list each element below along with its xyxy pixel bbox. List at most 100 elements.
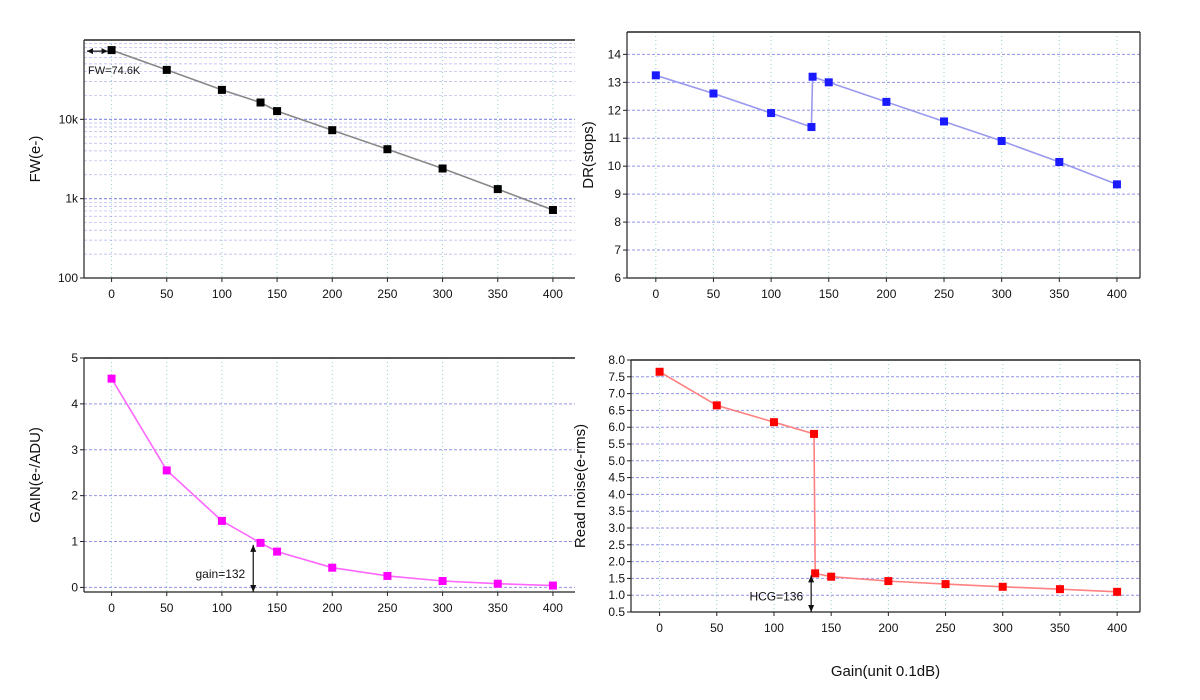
- data-point: [438, 576, 447, 585]
- y-axis-label: GAIN(e-/ADU): [27, 427, 44, 523]
- y-tick-label: 7: [614, 243, 621, 257]
- x-tick-label: 150: [819, 287, 839, 301]
- x-tick-label: 50: [160, 287, 174, 301]
- data-point: [548, 205, 557, 214]
- y-tick-label: 4.5: [608, 471, 625, 485]
- x-tick-label: 0: [652, 287, 659, 301]
- annotation-arrowhead: [808, 575, 815, 583]
- series-line: [111, 49, 554, 211]
- y-tick-label: 1: [71, 535, 78, 549]
- y-tick-label: 6.0: [608, 420, 625, 434]
- y-tick-label: 3: [71, 443, 78, 457]
- data-point: [273, 547, 282, 556]
- y-tick-label: 10: [608, 159, 622, 173]
- x-tick-label: 250: [377, 287, 397, 301]
- y-tick-label: 5.0: [608, 454, 625, 468]
- data-point: [810, 429, 819, 438]
- x-tick-label: 50: [707, 287, 721, 301]
- x-tick-label: 150: [267, 601, 287, 615]
- y-tick-label: 13: [608, 75, 622, 89]
- annotation-arrowhead: [250, 585, 257, 592]
- y-tick-label: 7.0: [608, 387, 625, 401]
- data-point: [328, 563, 337, 572]
- x-tick-label: 350: [488, 287, 508, 301]
- data-point: [493, 579, 502, 588]
- x-tick-label: 200: [322, 287, 342, 301]
- annotation-arrowhead: [101, 48, 108, 55]
- x-tick-label: 250: [377, 601, 397, 615]
- data-point: [940, 117, 949, 126]
- y-tick-label: 5: [71, 351, 78, 365]
- x-tick-label: 400: [543, 287, 563, 301]
- x-tick-label: 0: [108, 287, 115, 301]
- data-point: [997, 137, 1006, 146]
- y-tick-label: 14: [608, 47, 622, 61]
- data-point: [256, 98, 265, 107]
- y-tick-label: 2.5: [608, 538, 625, 552]
- annotation-label: FW=74.6K: [88, 65, 141, 77]
- data-point: [1055, 585, 1064, 594]
- data-point: [107, 46, 116, 55]
- data-point: [882, 97, 891, 106]
- y-tick-label: 0.5: [608, 605, 625, 619]
- y-tick-label: 1k: [65, 192, 79, 206]
- y-tick-label: 2: [71, 489, 78, 503]
- data-point: [548, 581, 557, 590]
- data-point: [811, 569, 820, 578]
- chart-fw: 0 50 100 150 200 250 300 350 400 100 1k 10k FW(e-) FW…: [27, 39, 575, 301]
- x-axis-label: Gain(unit 0.1dB): [831, 663, 940, 680]
- x-tick-label: 200: [876, 287, 896, 301]
- x-tick-label: 350: [1050, 621, 1070, 635]
- data-point: [651, 71, 660, 80]
- x-tick-label: 50: [710, 621, 724, 635]
- data-point: [827, 572, 836, 581]
- annotation-label: gain=132: [196, 567, 246, 581]
- x-tick-label: 400: [1107, 287, 1127, 301]
- x-tick-label: 300: [992, 287, 1012, 301]
- x-tick-label: 0: [108, 601, 115, 615]
- data-point: [383, 145, 392, 154]
- data-point: [328, 126, 337, 135]
- x-tick-label: 300: [433, 601, 453, 615]
- data-point: [107, 374, 116, 383]
- data-point: [941, 580, 950, 589]
- y-tick-label: 8: [614, 215, 621, 229]
- y-tick-label: 9: [614, 187, 621, 201]
- chart-noise: 0 50 100 150 200 250 300 350 400 0.5 1.0 1.5 2.0 2.5 3…: [572, 353, 1141, 680]
- x-tick-label: 100: [761, 287, 781, 301]
- x-tick-label: 200: [322, 601, 342, 615]
- data-point: [767, 109, 776, 118]
- x-tick-label: 400: [543, 601, 563, 615]
- y-tick-label: 10k: [59, 112, 79, 126]
- y-tick-label: 4.0: [608, 487, 625, 501]
- y-tick-label: 3.5: [608, 504, 625, 518]
- y-tick-label: 6: [614, 271, 621, 285]
- y-tick-label: 1.5: [608, 571, 625, 585]
- data-point: [808, 72, 817, 81]
- data-point: [256, 538, 265, 547]
- y-tick-label: 12: [608, 103, 622, 117]
- x-tick-label: 50: [160, 601, 174, 615]
- data-point: [217, 85, 226, 94]
- x-tick-label: 100: [212, 287, 232, 301]
- y-tick-label: 1.0: [608, 588, 625, 602]
- y-tick-label: 4: [71, 397, 78, 411]
- y-tick-label: 11: [609, 131, 622, 145]
- data-point: [273, 107, 282, 116]
- data-point: [162, 466, 171, 475]
- x-tick-label: 100: [212, 601, 232, 615]
- y-axis-label: Read noise(e-rms): [572, 424, 589, 548]
- x-tick-label: 100: [764, 621, 784, 635]
- data-point: [1112, 180, 1121, 189]
- x-tick-label: 300: [433, 287, 453, 301]
- x-tick-label: 300: [993, 621, 1013, 635]
- y-tick-label: 3.0: [608, 521, 625, 535]
- x-tick-label: 150: [821, 621, 841, 635]
- data-point: [493, 185, 502, 194]
- y-tick-label: 5.5: [608, 437, 625, 451]
- data-point: [162, 65, 171, 74]
- y-tick-label: 7.5: [608, 370, 625, 384]
- data-point: [884, 577, 893, 586]
